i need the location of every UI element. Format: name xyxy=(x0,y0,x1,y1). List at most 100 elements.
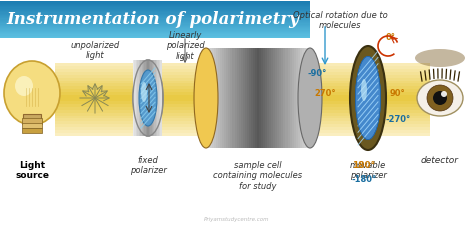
Bar xyxy=(300,48,302,148)
Bar xyxy=(224,48,227,148)
Bar xyxy=(0,4,310,5)
Bar xyxy=(55,98,430,101)
Bar xyxy=(155,60,156,136)
Ellipse shape xyxy=(4,61,60,125)
Bar xyxy=(237,48,238,148)
Bar xyxy=(238,48,241,148)
Bar xyxy=(152,60,153,136)
Bar xyxy=(0,35,310,37)
Bar xyxy=(22,118,42,124)
Bar xyxy=(298,48,300,148)
Bar xyxy=(275,48,277,148)
Bar xyxy=(0,1,310,3)
Bar xyxy=(0,31,310,32)
Text: -270°: -270° xyxy=(386,115,411,125)
Text: Optical rotation due to
molecules: Optical rotation due to molecules xyxy=(292,11,387,30)
Bar xyxy=(279,48,282,148)
Bar xyxy=(55,77,430,80)
Bar xyxy=(0,32,310,33)
Bar xyxy=(55,127,430,130)
Bar xyxy=(136,60,137,136)
Bar xyxy=(150,60,152,136)
Bar xyxy=(288,48,290,148)
Bar xyxy=(55,75,430,78)
Bar xyxy=(0,17,310,18)
Bar xyxy=(0,11,310,12)
Ellipse shape xyxy=(417,80,463,116)
Text: sample cell
containing molecules
for study: sample cell containing molecules for stu… xyxy=(213,161,302,191)
Bar xyxy=(55,133,430,136)
Text: 180°: 180° xyxy=(353,161,375,170)
Bar xyxy=(159,60,160,136)
Ellipse shape xyxy=(141,82,147,102)
Bar xyxy=(55,80,430,84)
Text: 0°: 0° xyxy=(386,34,396,42)
Bar xyxy=(0,25,310,26)
Bar xyxy=(249,48,251,148)
Text: fixed
polarizer: fixed polarizer xyxy=(129,156,166,175)
Text: Light
source: Light source xyxy=(15,161,49,180)
Bar xyxy=(55,118,430,121)
Bar xyxy=(282,48,283,148)
Text: Linearly
polarized
light: Linearly polarized light xyxy=(165,31,204,61)
Bar xyxy=(22,128,42,133)
Text: 270°: 270° xyxy=(314,89,336,98)
Bar xyxy=(156,60,157,136)
Bar xyxy=(247,48,249,148)
Bar xyxy=(55,113,430,116)
Bar xyxy=(222,48,224,148)
Bar xyxy=(0,21,310,22)
Bar xyxy=(55,110,430,113)
Bar xyxy=(227,48,228,148)
Bar xyxy=(0,13,310,15)
Bar xyxy=(55,89,430,92)
Bar xyxy=(245,48,247,148)
Bar xyxy=(157,60,159,136)
Circle shape xyxy=(427,85,453,111)
Text: -180°: -180° xyxy=(351,176,377,185)
Bar xyxy=(147,60,149,136)
Bar xyxy=(0,10,310,11)
Bar xyxy=(214,48,216,148)
Bar xyxy=(0,15,310,16)
Bar xyxy=(233,48,235,148)
Bar xyxy=(55,124,430,127)
Bar xyxy=(273,48,275,148)
Bar xyxy=(269,48,271,148)
Bar xyxy=(139,60,140,136)
Bar xyxy=(255,48,257,148)
Bar xyxy=(55,72,430,75)
Ellipse shape xyxy=(133,60,163,136)
Bar xyxy=(285,48,288,148)
Bar xyxy=(0,27,310,28)
Circle shape xyxy=(433,91,447,105)
Bar xyxy=(0,6,310,7)
Ellipse shape xyxy=(361,79,367,101)
Bar xyxy=(140,60,142,136)
Text: Instrumentation of polarimetry: Instrumentation of polarimetry xyxy=(6,10,299,28)
Bar xyxy=(0,2,310,4)
Bar xyxy=(55,69,430,72)
Bar xyxy=(55,66,430,69)
Bar xyxy=(0,22,310,23)
Bar xyxy=(55,95,430,98)
Ellipse shape xyxy=(350,46,386,150)
Bar xyxy=(55,92,430,95)
Bar xyxy=(0,28,310,30)
Bar xyxy=(218,48,220,148)
Bar xyxy=(0,33,310,34)
Bar xyxy=(55,107,430,110)
Bar xyxy=(133,60,135,136)
Text: 90°: 90° xyxy=(390,89,406,98)
Bar xyxy=(253,48,255,148)
Bar xyxy=(261,48,263,148)
Bar xyxy=(306,48,308,148)
Bar xyxy=(0,30,310,31)
Bar xyxy=(0,23,310,25)
Bar xyxy=(142,60,143,136)
Bar xyxy=(0,5,310,6)
Bar xyxy=(0,12,310,13)
Bar xyxy=(145,60,146,136)
Bar xyxy=(55,115,430,118)
Text: movable
polarizer: movable polarizer xyxy=(349,161,386,180)
